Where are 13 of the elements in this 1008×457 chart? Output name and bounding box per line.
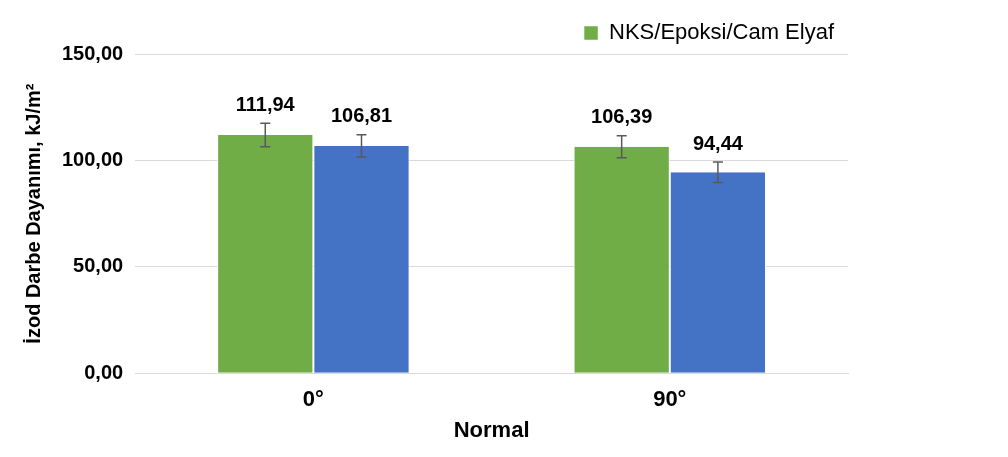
y-tick-label: 100,00 (62, 147, 124, 170)
x-tick-label: 90° (653, 386, 687, 412)
x-tick-label: 0° (302, 386, 324, 412)
y-tick-label: 50,00 (73, 254, 124, 277)
data-label: 106,81 (330, 104, 393, 127)
data-label: 111,94 (235, 92, 296, 115)
y-tick-label: 150,00 (62, 41, 124, 64)
data-label: 106,39 (591, 105, 653, 128)
x-axis-title: Normal (453, 416, 530, 442)
legend-label: NKS/Epoksi/Cam Elyaf (609, 19, 835, 45)
y-axis-title: İzod Darbe Dayanımı, kJ/m² (21, 83, 44, 344)
data-label: 94,44 (692, 131, 744, 154)
y-tick-label: 0,00 (84, 360, 124, 383)
